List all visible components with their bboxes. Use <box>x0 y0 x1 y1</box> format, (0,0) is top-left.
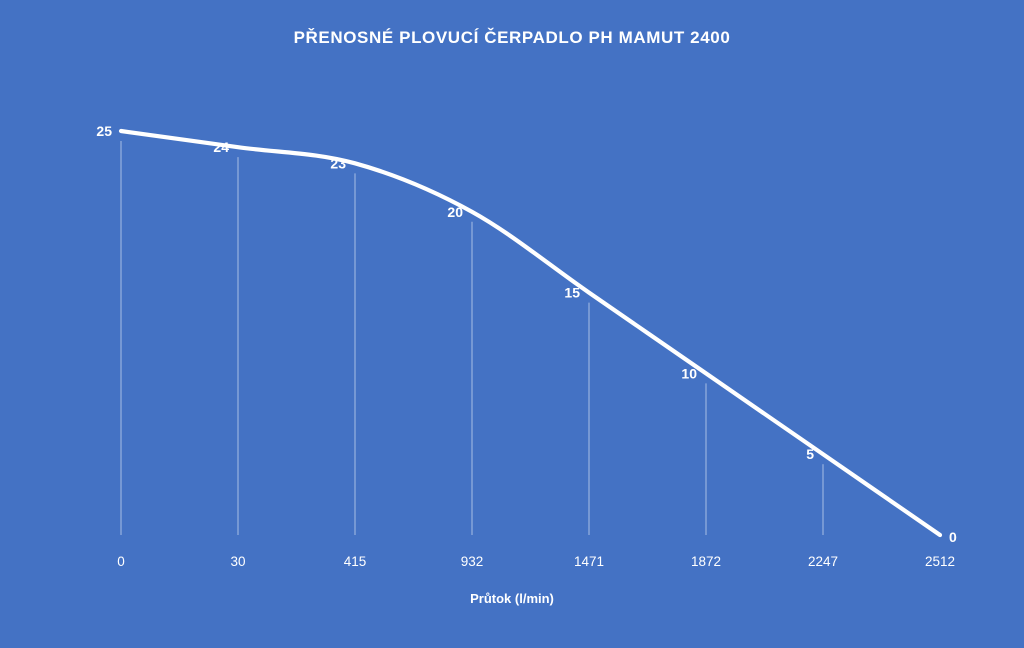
data-point-label: 24 <box>213 139 229 155</box>
x-axis-tick-label: 0 <box>117 554 125 569</box>
data-point-label: 25 <box>96 123 112 139</box>
data-point-label: 10 <box>681 365 697 381</box>
data-point-label: 20 <box>447 204 463 220</box>
data-labels-group: 25 24 23 20 15 10 5 0 <box>96 123 957 545</box>
x-axis-tick-label: 932 <box>461 554 484 569</box>
data-point-label: 15 <box>564 285 580 301</box>
x-axis-tick-label: 415 <box>344 554 367 569</box>
x-axis-tick-label: 2512 <box>925 554 955 569</box>
x-axis-tick-label: 2247 <box>808 554 838 569</box>
x-axis-title: Průtok (l/min) <box>470 591 554 606</box>
series-line-vytlacna-vyska <box>118 128 943 538</box>
data-point-label: 0 <box>949 529 957 545</box>
x-axis-tick-label: 30 <box>230 554 245 569</box>
x-axis-tick-label: 1471 <box>574 554 604 569</box>
chart-title: PŘENOSNÉ PLOVUCÍ ČERPADLO PH MAMUT 2400 <box>293 28 731 47</box>
x-axis-tick-labels-group: 0 30 415 932 1471 1872 2247 2512 <box>117 554 955 569</box>
drop-lines-group <box>120 141 824 535</box>
data-point-label: 23 <box>330 155 346 171</box>
x-axis-tick-label: 1872 <box>691 554 721 569</box>
data-point-label: 5 <box>806 446 814 462</box>
